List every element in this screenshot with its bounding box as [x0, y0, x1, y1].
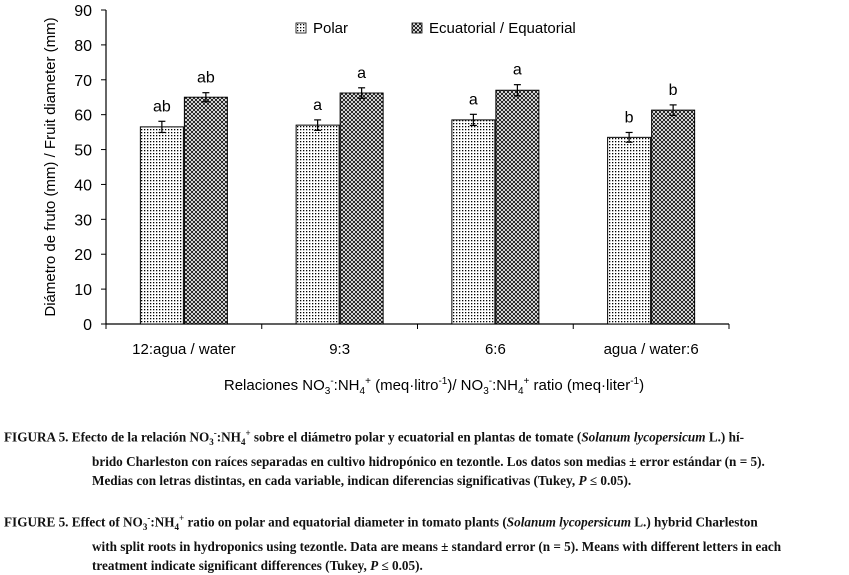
significance-letter: a: [313, 97, 322, 114]
caption-text-segment: P: [370, 558, 379, 574]
caption-en-line-3: treatment indicate significant differenc…: [4, 556, 845, 575]
caption-en-line-2: with split roots in hydroponics using te…: [4, 537, 845, 556]
x-category-label: 6:6: [485, 341, 506, 358]
significance-letter: ab: [197, 70, 215, 87]
significance-letter: a: [469, 91, 478, 108]
caption-text-segment: treatment indicate significant differenc…: [92, 558, 371, 574]
x-axis-title-part: 4: [518, 386, 524, 397]
x-axis-title-part: +: [365, 376, 371, 387]
bar-polar: [295, 124, 340, 325]
caption-text-segment: -: [213, 428, 217, 438]
caption-text-segment: 4: [174, 522, 180, 533]
y-tick-label: 80: [74, 38, 92, 55]
legend-swatch-polar: [295, 22, 307, 34]
bar-polar: [139, 126, 184, 325]
caption-text-segment: L.) hí-: [705, 429, 744, 445]
caption-text-segment: Solanum lycopersicum: [506, 514, 631, 530]
legend-label-polar: Polar: [313, 20, 348, 37]
y-tick-label: 50: [74, 143, 92, 160]
bar-equatorial: [183, 96, 228, 325]
y-tick-label: 30: [74, 212, 92, 229]
x-axis-title-part: :NH: [492, 377, 518, 394]
bar-equatorial: [495, 89, 540, 325]
caption-text-segment: 4: [240, 437, 246, 448]
y-tick-label: 70: [74, 73, 92, 90]
significance-letter: b: [625, 109, 634, 126]
legend-swatch-equatorial: [411, 22, 423, 34]
x-axis-title-part: 3: [483, 386, 489, 397]
figure-caption-english: FIGURE 5. Effect of NO3-:NH4+ ratio on p…: [4, 509, 845, 575]
significance-letter: b: [669, 82, 678, 99]
caption-text-segment: ≤ 0.05).: [378, 558, 423, 574]
x-axis-title-part: ): [639, 377, 644, 394]
y-tick-label: 20: [74, 247, 92, 264]
x-category-label: 9:3: [329, 341, 350, 358]
y-tick-label: 0: [83, 317, 92, 334]
x-axis-title-part: :NH: [334, 377, 360, 394]
caption-en-line-1: FIGURE 5. Effect of NO3-:NH4+ ratio on p…: [4, 509, 845, 537]
y-tick-label: 40: [74, 177, 92, 194]
bar-polar: [607, 136, 652, 325]
caption-text-segment: ratio on polar and equatorial diameter i…: [184, 514, 507, 530]
caption-es-line-2: brido Charleston con raíces separadas en…: [4, 452, 845, 471]
y-tick-label: 10: [74, 282, 92, 299]
bar-polar: [451, 119, 496, 325]
caption-text-segment: Medias con letras distintas, en cada var…: [92, 473, 579, 489]
x-category-label: 12:agua / water: [132, 341, 235, 358]
x-axis-title-part: -1: [438, 376, 447, 387]
x-axis-title-part: +: [524, 376, 530, 387]
caption-text-segment: +: [179, 513, 185, 523]
x-axis-title-part: -: [330, 376, 333, 387]
caption-text-segment: ≤ 0.05).: [586, 473, 632, 489]
figure-caption-spanish: FIGURA 5. Efecto de la relación NO3-:NH4…: [4, 424, 845, 490]
x-axis-title-part: ratio (meq·liter: [529, 377, 630, 394]
caption-text-segment: :NH: [150, 514, 175, 530]
x-axis-title-part: Relaciones NO: [224, 377, 325, 394]
significance-letter: a: [513, 62, 522, 79]
caption-text-segment: FIGURE 5. Effect of NO: [4, 514, 143, 530]
caption-text-segment: Solanum lycopersicum: [581, 429, 706, 445]
x-axis-title-part: (meq·litro: [371, 377, 439, 394]
x-axis-title: Relaciones NO3-:NH4+ (meq·litro-1)/ NO3-…: [224, 376, 644, 397]
x-category-label: agua / water:6: [604, 341, 699, 358]
y-tick-label: 90: [74, 3, 92, 20]
y-tick-label: 60: [74, 108, 92, 125]
caption-text-segment: :NH: [216, 429, 241, 445]
bar-equatorial: [339, 92, 384, 325]
y-axis-title: Diámetro de fruto (mm) / Fruit diameter …: [42, 17, 59, 316]
bar-equatorial: [651, 109, 696, 325]
caption-text-segment: P: [578, 473, 587, 489]
caption-text-segment: with split roots in hydroponics using te…: [92, 539, 782, 555]
significance-letter: a: [357, 65, 366, 82]
caption-text-segment: brido Charleston con raíces separadas en…: [92, 454, 765, 470]
caption-text-segment: 3: [142, 522, 148, 533]
x-axis-title-part: 4: [360, 386, 366, 397]
significance-letter: ab: [153, 98, 171, 115]
caption-es-line-1: FIGURA 5. Efecto de la relación NO3-:NH4…: [4, 424, 845, 452]
x-axis-title-part: 3: [325, 386, 331, 397]
caption-text-segment: 3: [209, 437, 214, 448]
caption-text-segment: +: [245, 428, 251, 438]
legend-label-equatorial: Ecuatorial / Equatorial: [429, 20, 576, 37]
caption-text-segment: L.) hybrid Charleston: [630, 514, 758, 530]
caption-text-segment: sobre el diámetro polar y ecuatorial en …: [250, 429, 582, 445]
x-axis-title-part: -: [489, 376, 492, 387]
caption-text-segment: -: [147, 513, 151, 523]
x-axis-title-part: )/ NO: [447, 377, 483, 394]
x-axis-title-part: -1: [630, 376, 639, 387]
caption-es-line-3: Medias con letras distintas, en cada var…: [4, 471, 845, 490]
caption-text-segment: FIGURA 5. Efecto de la relación NO: [4, 429, 210, 445]
